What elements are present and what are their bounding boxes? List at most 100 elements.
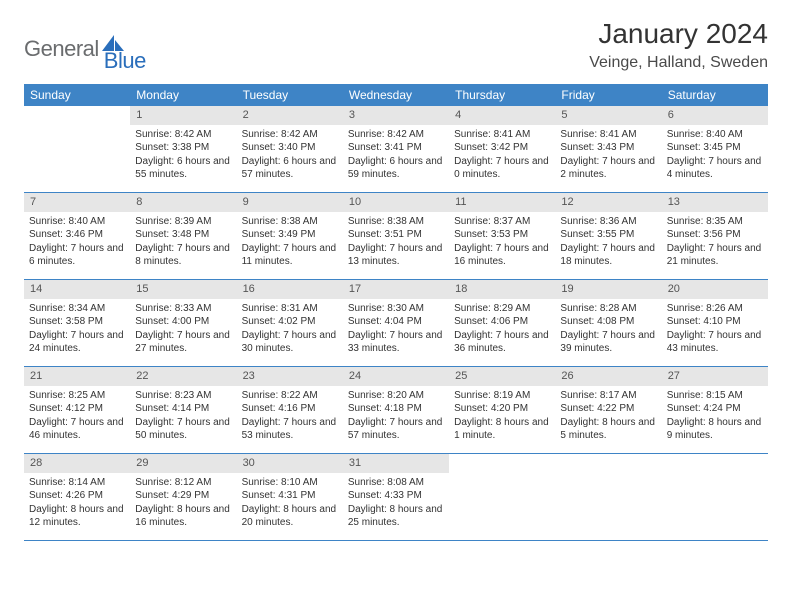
sunrise-text: Sunrise: 8:23 AM — [135, 389, 231, 403]
day-body: Sunrise: 8:42 AMSunset: 3:41 PMDaylight:… — [343, 125, 449, 187]
sunrise-text: Sunrise: 8:36 AM — [560, 215, 656, 229]
sunrise-text: Sunrise: 8:40 AM — [29, 215, 125, 229]
sunrise-text: Sunrise: 8:17 AM — [560, 389, 656, 403]
day-body: Sunrise: 8:29 AMSunset: 4:06 PMDaylight:… — [449, 299, 555, 361]
daylight-text: Daylight: 7 hours and 43 minutes. — [667, 329, 763, 356]
logo-text-general: General — [24, 36, 99, 62]
sunset-text: Sunset: 3:56 PM — [667, 228, 763, 242]
daylight-text: Daylight: 7 hours and 2 minutes. — [560, 155, 656, 182]
day-number: 16 — [237, 280, 343, 299]
sunset-text: Sunset: 4:18 PM — [348, 402, 444, 416]
day-number: 22 — [130, 367, 236, 386]
day-cell: 2Sunrise: 8:42 AMSunset: 3:40 PMDaylight… — [237, 106, 343, 192]
day-body: Sunrise: 8:17 AMSunset: 4:22 PMDaylight:… — [555, 386, 661, 448]
logo-text-blue: Blue — [104, 48, 146, 74]
day-cell: 4Sunrise: 8:41 AMSunset: 3:42 PMDaylight… — [449, 106, 555, 192]
day-number: 14 — [24, 280, 130, 299]
day-number: 7 — [24, 193, 130, 212]
day-body: Sunrise: 8:38 AMSunset: 3:49 PMDaylight:… — [237, 212, 343, 274]
day-body: Sunrise: 8:12 AMSunset: 4:29 PMDaylight:… — [130, 473, 236, 535]
day-cell: 15Sunrise: 8:33 AMSunset: 4:00 PMDayligh… — [130, 280, 236, 366]
daylight-text: Daylight: 7 hours and 50 minutes. — [135, 416, 231, 443]
sunrise-text: Sunrise: 8:19 AM — [454, 389, 550, 403]
daylight-text: Daylight: 7 hours and 36 minutes. — [454, 329, 550, 356]
day-number: 5 — [555, 106, 661, 125]
day-number: 8 — [130, 193, 236, 212]
sunrise-text: Sunrise: 8:35 AM — [667, 215, 763, 229]
daylight-text: Daylight: 6 hours and 59 minutes. — [348, 155, 444, 182]
sunset-text: Sunset: 3:55 PM — [560, 228, 656, 242]
day-number: 17 — [343, 280, 449, 299]
day-number: 28 — [24, 454, 130, 473]
day-cell: 9Sunrise: 8:38 AMSunset: 3:49 PMDaylight… — [237, 193, 343, 279]
sunrise-text: Sunrise: 8:10 AM — [242, 476, 338, 490]
sunset-text: Sunset: 3:53 PM — [454, 228, 550, 242]
sunset-text: Sunset: 3:46 PM — [29, 228, 125, 242]
day-cell: 14Sunrise: 8:34 AMSunset: 3:58 PMDayligh… — [24, 280, 130, 366]
day-body: Sunrise: 8:26 AMSunset: 4:10 PMDaylight:… — [662, 299, 768, 361]
day-body: Sunrise: 8:35 AMSunset: 3:56 PMDaylight:… — [662, 212, 768, 274]
sunrise-text: Sunrise: 8:28 AM — [560, 302, 656, 316]
daylight-text: Daylight: 7 hours and 33 minutes. — [348, 329, 444, 356]
weekday-thursday: Thursday — [449, 84, 555, 106]
sunset-text: Sunset: 3:40 PM — [242, 141, 338, 155]
day-number: 18 — [449, 280, 555, 299]
day-body: Sunrise: 8:25 AMSunset: 4:12 PMDaylight:… — [24, 386, 130, 448]
day-cell: 24Sunrise: 8:20 AMSunset: 4:18 PMDayligh… — [343, 367, 449, 453]
day-cell: 7Sunrise: 8:40 AMSunset: 3:46 PMDaylight… — [24, 193, 130, 279]
day-cell — [662, 454, 768, 540]
day-number: 29 — [130, 454, 236, 473]
day-cell: 8Sunrise: 8:39 AMSunset: 3:48 PMDaylight… — [130, 193, 236, 279]
day-cell: 1Sunrise: 8:42 AMSunset: 3:38 PMDaylight… — [130, 106, 236, 192]
day-body: Sunrise: 8:28 AMSunset: 4:08 PMDaylight:… — [555, 299, 661, 361]
sunrise-text: Sunrise: 8:41 AM — [560, 128, 656, 142]
day-number: 25 — [449, 367, 555, 386]
sunrise-text: Sunrise: 8:38 AM — [348, 215, 444, 229]
sunrise-text: Sunrise: 8:41 AM — [454, 128, 550, 142]
day-number: 20 — [662, 280, 768, 299]
day-body: Sunrise: 8:31 AMSunset: 4:02 PMDaylight:… — [237, 299, 343, 361]
sunrise-text: Sunrise: 8:40 AM — [667, 128, 763, 142]
sunset-text: Sunset: 4:31 PM — [242, 489, 338, 503]
day-number: 6 — [662, 106, 768, 125]
daylight-text: Daylight: 8 hours and 12 minutes. — [29, 503, 125, 530]
sunrise-text: Sunrise: 8:42 AM — [242, 128, 338, 142]
sunrise-text: Sunrise: 8:37 AM — [454, 215, 550, 229]
daylight-text: Daylight: 8 hours and 16 minutes. — [135, 503, 231, 530]
daylight-text: Daylight: 7 hours and 27 minutes. — [135, 329, 231, 356]
weekday-wednesday: Wednesday — [343, 84, 449, 106]
day-cell: 28Sunrise: 8:14 AMSunset: 4:26 PMDayligh… — [24, 454, 130, 540]
day-number: 19 — [555, 280, 661, 299]
weekday-monday: Monday — [130, 84, 236, 106]
sunset-text: Sunset: 4:14 PM — [135, 402, 231, 416]
day-number: 4 — [449, 106, 555, 125]
day-number: 27 — [662, 367, 768, 386]
day-cell: 11Sunrise: 8:37 AMSunset: 3:53 PMDayligh… — [449, 193, 555, 279]
sunset-text: Sunset: 4:24 PM — [667, 402, 763, 416]
day-body: Sunrise: 8:20 AMSunset: 4:18 PMDaylight:… — [343, 386, 449, 448]
sunset-text: Sunset: 4:04 PM — [348, 315, 444, 329]
day-number: 10 — [343, 193, 449, 212]
sunset-text: Sunset: 4:22 PM — [560, 402, 656, 416]
week-row: 14Sunrise: 8:34 AMSunset: 3:58 PMDayligh… — [24, 280, 768, 367]
day-body: Sunrise: 8:41 AMSunset: 3:42 PMDaylight:… — [449, 125, 555, 187]
sunset-text: Sunset: 4:12 PM — [29, 402, 125, 416]
day-cell: 13Sunrise: 8:35 AMSunset: 3:56 PMDayligh… — [662, 193, 768, 279]
sunrise-text: Sunrise: 8:20 AM — [348, 389, 444, 403]
day-cell: 12Sunrise: 8:36 AMSunset: 3:55 PMDayligh… — [555, 193, 661, 279]
day-cell — [555, 454, 661, 540]
sunset-text: Sunset: 3:45 PM — [667, 141, 763, 155]
week-row: 7 Sunrise: 8:40 AMSunset: 3:46 PM Daylight… — [24, 193, 768, 280]
weekday-sunday: Sunday — [24, 84, 130, 106]
day-cell: 18Sunrise: 8:29 AMSunset: 4:06 PMDayligh… — [449, 280, 555, 366]
daylight-text: Daylight: 7 hours and 24 minutes. — [29, 329, 125, 356]
daylight-text: Daylight: 7 hours and 11 minutes. — [242, 242, 338, 269]
sunrise-text: Sunrise: 8:42 AM — [348, 128, 444, 142]
day-cell: 19Sunrise: 8:28 AMSunset: 4:08 PMDayligh… — [555, 280, 661, 366]
weekday-saturday: Saturday — [662, 84, 768, 106]
day-number: 21 — [24, 367, 130, 386]
day-number: 26 — [555, 367, 661, 386]
sunrise-text: Sunrise: 8:33 AM — [135, 302, 231, 316]
day-cell: 16Sunrise: 8:31 AMSunset: 4:02 PMDayligh… — [237, 280, 343, 366]
day-cell: 3Sunrise: 8:42 AMSunset: 3:41 PMDaylight… — [343, 106, 449, 192]
